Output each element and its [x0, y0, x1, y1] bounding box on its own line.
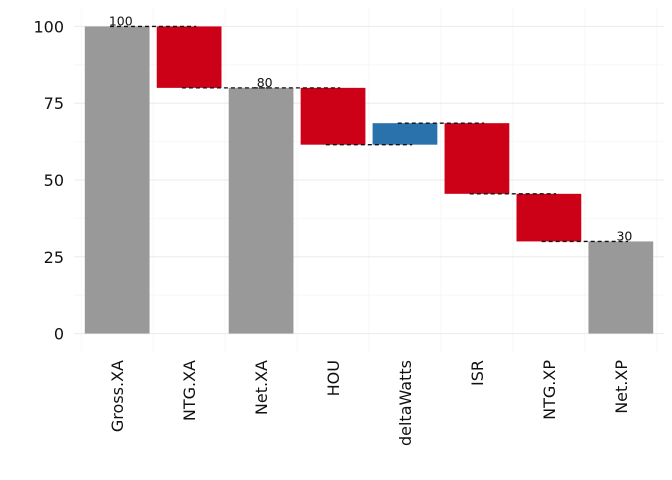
x-tick-label: Gross.XA — [108, 360, 127, 432]
y-tick-label: 0 — [54, 325, 64, 344]
x-tick-label: deltaWatts — [396, 360, 415, 446]
bar-net-xa — [228, 87, 294, 334]
bar-ntg-xa — [156, 26, 222, 88]
x-tick-label: Net.XP — [612, 360, 631, 414]
data-label: 100 — [109, 13, 133, 28]
bar-isr — [444, 123, 510, 194]
y-tick-label: 50 — [44, 171, 64, 190]
bar-hou — [300, 87, 366, 145]
bar-deltawatts — [372, 123, 438, 145]
data-label: 80 — [257, 75, 273, 90]
data-label: 30 — [616, 228, 632, 243]
y-tick-label: 100 — [33, 17, 64, 36]
x-tick-label: Net.XA — [252, 360, 271, 415]
bar-gross-xa — [84, 26, 150, 334]
y-tick-label: 75 — [44, 94, 64, 113]
x-tick-label: ISR — [468, 360, 487, 386]
x-tick-label: NTG.XP — [540, 360, 559, 420]
y-tick-label: 25 — [44, 248, 64, 267]
x-tick-label: HOU — [324, 360, 343, 396]
x-tick-label: NTG.XA — [180, 360, 199, 421]
bar-ntg-xp — [516, 193, 582, 242]
bar-net-xp — [588, 241, 654, 334]
